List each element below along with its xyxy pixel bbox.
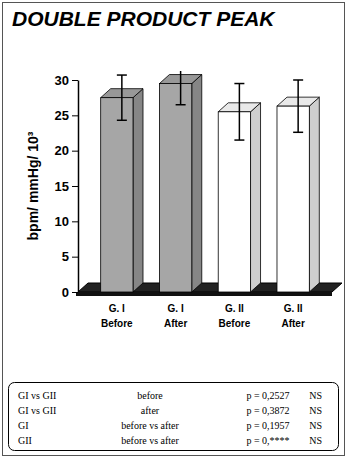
- bar: [159, 84, 191, 292]
- x-axis: G. IBefore G. IAfter G. IIBefore G. IIAfter: [101, 303, 305, 329]
- error-line: [180, 71, 182, 105]
- y-tick-mark: [72, 80, 78, 81]
- y-tick-label: 30: [55, 73, 69, 88]
- y-tick-label: 0: [62, 285, 69, 300]
- x-tick-label: G. IIAfter: [281, 303, 304, 329]
- y-axis: 0 5 10 15 20 25 30: [55, 73, 79, 300]
- table-cell: p = 0,3872: [246, 405, 289, 416]
- plot-area: [101, 71, 320, 292]
- y-tick-mark: [72, 257, 78, 258]
- chart: DOUBLE PRODUCT PEAK 0 5 10 15 20 25 30 bpm/ mmHg…: [0, 0, 347, 458]
- table-cell: p = 0,****: [246, 435, 289, 446]
- error-bar: [117, 75, 127, 120]
- bar: [218, 112, 250, 292]
- y-tick: 20: [55, 143, 78, 158]
- bar: [101, 98, 133, 292]
- error-cap: [234, 83, 244, 85]
- error-line: [297, 80, 299, 132]
- y-tick-mark: [72, 292, 78, 293]
- y-tick-mark: [72, 115, 78, 116]
- bar-side: [309, 97, 319, 292]
- y-tick-mark: [72, 221, 78, 222]
- bar-side: [133, 89, 143, 292]
- y-tick-label: 25: [55, 108, 69, 123]
- y-tick: 10: [55, 214, 78, 229]
- table-cell: NS: [309, 420, 322, 431]
- y-tick: 15: [55, 179, 78, 194]
- y-tick: 0: [62, 285, 78, 300]
- error-bar: [293, 80, 303, 132]
- table-box: [9, 383, 339, 451]
- y-tick-mark: [72, 151, 78, 152]
- y-tick-label: 10: [55, 214, 69, 229]
- table-cell: before vs after: [121, 420, 179, 431]
- y-tick-label: 20: [55, 143, 69, 158]
- bar-side: [192, 75, 202, 292]
- bar-side: [251, 103, 261, 292]
- y-tick-mark: [72, 186, 78, 187]
- error-line: [239, 84, 241, 141]
- x-tick-label: G. IBefore: [101, 303, 133, 329]
- y-tick: 5: [62, 249, 78, 264]
- stats-table: GI vs GII before p = 0,2527 NS GI vs GII afte…: [9, 383, 339, 451]
- y-tick: 25: [55, 108, 78, 123]
- table-cell: GI vs GII: [18, 405, 56, 416]
- table-cell: p = 0,1957: [246, 420, 289, 431]
- y-tick-label: 15: [55, 179, 69, 194]
- x-tick-label: G. IIBefore: [219, 303, 251, 329]
- error-cap: [117, 120, 127, 122]
- y-axis-label: bpm/ mmHg/ 10³: [25, 131, 41, 240]
- table-cell: before: [137, 390, 163, 401]
- error-cap: [176, 104, 186, 106]
- table-cell: GI vs GII: [18, 390, 56, 401]
- error-cap: [117, 74, 127, 76]
- y-tick-label: 5: [62, 249, 69, 264]
- error-cap: [234, 139, 244, 141]
- error-cap: [293, 132, 303, 134]
- bar: [277, 106, 309, 292]
- table-cell: p = 0,2527: [246, 390, 289, 401]
- error-cap: [293, 79, 303, 81]
- title: DOUBLE PRODUCT PEAK: [12, 7, 276, 30]
- table-cell: NS: [309, 435, 322, 446]
- error-line: [121, 75, 123, 120]
- error-bar: [176, 71, 186, 105]
- table-cell: GI: [18, 420, 29, 431]
- table-cell: NS: [309, 390, 322, 401]
- table-cell: GII: [18, 435, 32, 446]
- error-bar: [234, 84, 244, 141]
- table-cell: NS: [309, 405, 322, 416]
- table-cell: before vs after: [121, 435, 179, 446]
- frame: [3, 3, 345, 456]
- y-tick: 30: [55, 73, 78, 88]
- table-cell: after: [141, 405, 160, 416]
- floor-edge: [76, 292, 332, 296]
- x-tick-label: G. IAfter: [164, 303, 187, 329]
